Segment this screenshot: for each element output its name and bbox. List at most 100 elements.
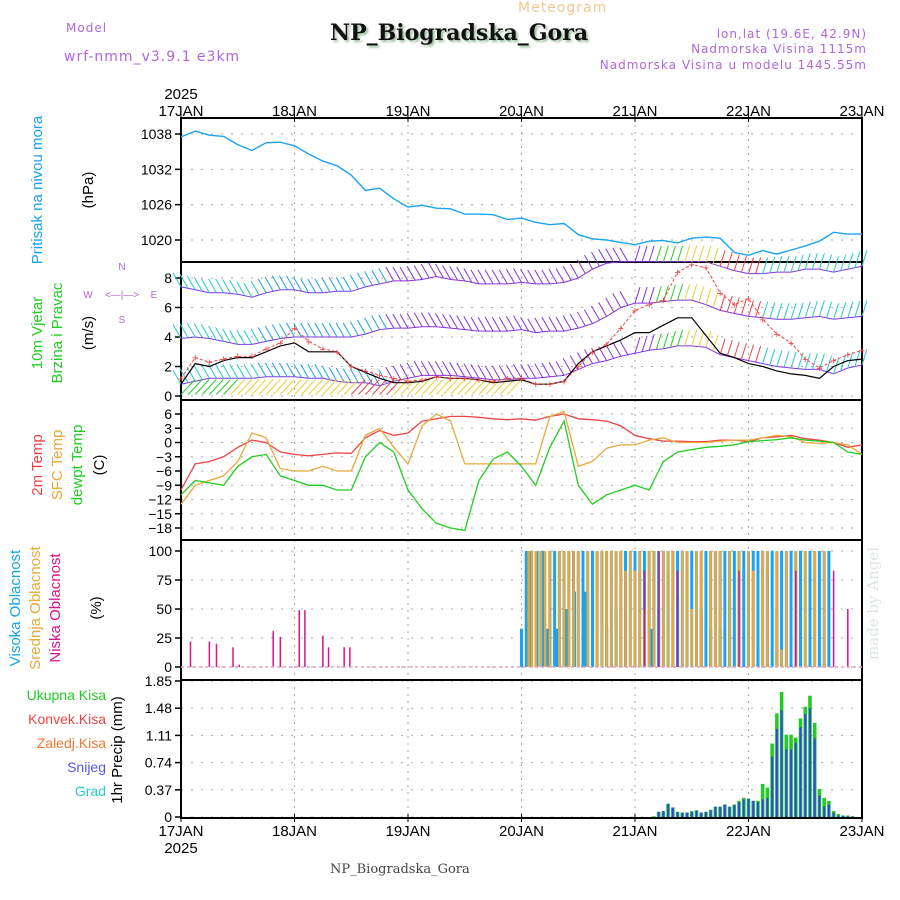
wind-barb	[648, 286, 655, 304]
cloud-bar	[535, 551, 539, 667]
precip-legend-item: Snijeg	[67, 759, 106, 775]
wind-barb	[201, 379, 217, 395]
wind-barb	[655, 245, 662, 262]
wind-barb	[612, 341, 622, 357]
cloud-bar	[795, 570, 797, 667]
wind-barb	[634, 245, 641, 262]
cloud-bar	[718, 551, 722, 667]
wind-barb	[612, 247, 622, 263]
wind-barb	[186, 367, 196, 382]
wind-barb	[364, 271, 373, 286]
wind-barb	[293, 277, 303, 292]
precip-snow-bar	[794, 742, 797, 817]
wind-barb	[286, 275, 295, 291]
wind-barb	[172, 272, 182, 288]
wind-barb	[186, 275, 196, 291]
wind-barb	[371, 371, 381, 386]
wind-barb	[436, 379, 451, 395]
cloud-bar	[633, 570, 637, 667]
wind-barb	[421, 379, 437, 395]
wind-gust-marker: +	[646, 300, 652, 312]
wind-barb	[477, 316, 487, 332]
wind-barb	[470, 316, 480, 332]
cloud-bar	[232, 647, 234, 667]
precip-snow-bar	[686, 812, 689, 817]
wind-gust-marker: +	[249, 351, 255, 363]
cloud-bar	[577, 551, 580, 667]
wind-barb	[520, 268, 530, 284]
y-tick-label: −12	[148, 492, 172, 508]
wind-barb	[271, 362, 281, 378]
x-tick-label-top: 21JAN	[612, 103, 657, 120]
wind-gust-marker: +	[561, 376, 567, 388]
y-tick-label: 3	[164, 420, 172, 436]
cloud-bar	[590, 597, 594, 667]
wind-barb	[300, 322, 310, 338]
wind-barb	[804, 353, 811, 370]
cloud-bar	[304, 610, 306, 667]
y-tick-label: −3	[156, 449, 172, 465]
wind-gust-marker: +	[263, 344, 269, 356]
wind-gust-marker: +	[291, 323, 297, 335]
wind-barb	[534, 269, 544, 285]
compass-west: W	[83, 290, 93, 301]
wind-barb	[755, 300, 762, 318]
y-tick-label: 0	[164, 435, 172, 451]
cloud-bar	[780, 551, 784, 667]
wind-gust-marker: +	[547, 379, 553, 391]
compass-east: E	[151, 290, 158, 301]
cloud-bar	[704, 551, 708, 667]
y-tick-label: 1038	[141, 126, 172, 142]
cloud-bar	[189, 641, 192, 667]
wind-barb	[335, 322, 345, 338]
wind-barb	[619, 247, 629, 263]
station-elevation: Nadmorska Visina 1115m	[691, 42, 867, 56]
y-tick-label: 1.48	[145, 700, 172, 716]
cloud-bar	[539, 551, 542, 667]
wind-barb	[385, 367, 395, 382]
precip-snow-bar	[756, 802, 759, 817]
wind-barb	[406, 265, 416, 281]
wind-gust-marker: +	[192, 353, 198, 365]
precip-snow-bar	[667, 803, 670, 817]
wind-barb	[329, 379, 345, 395]
wind-barb	[372, 379, 387, 395]
y-tick-label: 2	[164, 359, 172, 375]
wind-barb	[286, 362, 295, 378]
wind-barb	[804, 301, 811, 318]
wind-barb	[776, 350, 783, 367]
wind-gust-marker: +	[305, 336, 311, 348]
wind-barb	[527, 269, 537, 285]
wind-barb	[378, 268, 388, 283]
wind-barb	[826, 301, 833, 318]
wind-barb	[698, 330, 705, 347]
wind-barb	[222, 279, 232, 294]
y-tick-label: 1026	[141, 197, 172, 213]
wind-barb	[740, 342, 747, 360]
y-tick-label: 6	[164, 406, 172, 422]
wind-barb	[726, 252, 733, 269]
wind-barb	[257, 278, 267, 293]
cloud-bar	[272, 631, 274, 667]
wind-barb	[200, 364, 210, 379]
cloud-bar	[732, 551, 736, 667]
temp-dewpt-line	[180, 419, 863, 532]
cloud-bar	[527, 551, 530, 667]
wind-barb	[499, 379, 515, 395]
cloud-axis-label: Visoka Oblacnost	[7, 549, 24, 666]
wind-barb	[435, 313, 444, 328]
cloud-bar	[298, 610, 300, 667]
wind-barb	[342, 277, 352, 292]
wind-barb	[449, 265, 459, 281]
wind-barb	[712, 247, 719, 265]
wind-barb	[818, 253, 825, 270]
wind-barb	[172, 369, 182, 385]
y-tick-label: 4	[164, 329, 172, 345]
precip-snow-bar	[766, 797, 769, 817]
wind-barb	[698, 245, 705, 262]
wind-barb	[719, 250, 726, 267]
wind-barb	[314, 364, 324, 379]
wind-gust-marker: +	[476, 375, 482, 387]
wind-barb	[598, 249, 608, 264]
cloud-bar	[847, 609, 849, 667]
